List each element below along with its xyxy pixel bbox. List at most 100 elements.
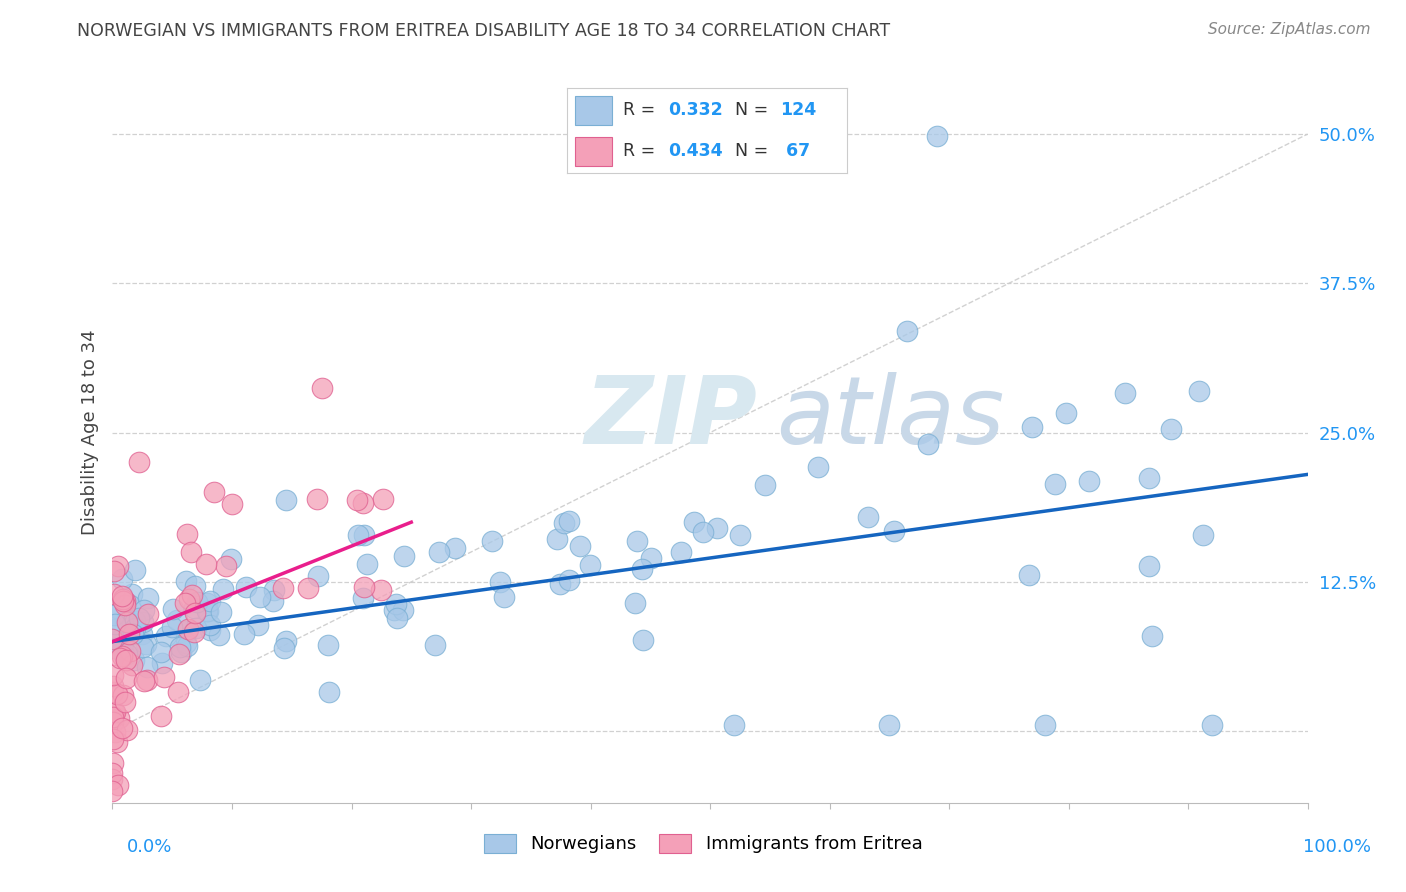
Point [107,559,129,574]
Point [492,590,515,604]
Point [387,611,409,625]
Point [155,629,177,643]
Point [444,541,467,556]
Point [111,592,134,607]
Point [728,528,751,542]
Point [115,671,138,685]
Point [176,640,198,654]
Point [195,604,218,618]
Point [114,695,136,709]
Point [879,718,901,732]
Point [347,527,370,541]
Point [176,527,198,541]
Point [271,582,294,596]
Point [101,632,124,646]
Point [131,626,153,640]
Point [135,659,157,673]
Point [1078,474,1101,488]
Point [108,650,131,665]
Point [198,618,221,632]
Point [1021,419,1043,434]
Point [122,627,145,641]
Point [706,521,728,535]
Point [103,587,125,601]
Point [183,601,205,615]
Point [153,670,176,684]
Point [105,734,128,748]
Point [352,591,374,606]
Point [1201,718,1223,732]
Point [184,579,207,593]
Point [353,581,375,595]
Point [546,533,568,547]
Point [122,653,145,667]
Point [118,644,141,658]
Point [373,492,395,507]
Point [124,563,146,577]
Point [188,673,211,687]
Point [385,597,408,611]
Point [370,583,392,598]
Point [108,633,131,648]
Point [174,636,197,650]
Point [101,685,124,699]
Point [579,558,602,572]
Point [162,601,184,615]
Point [103,710,125,724]
Point [128,455,150,469]
Point [233,627,256,641]
Point [150,656,173,670]
Point [274,492,297,507]
Point [101,714,124,729]
Point [104,706,127,720]
Point [382,602,405,616]
Point [177,622,200,636]
Text: Source: ZipAtlas.com: Source: ZipAtlas.com [1208,22,1371,37]
Point [117,615,139,629]
Point [101,679,124,693]
Point [212,582,235,597]
Point [166,613,188,627]
Point [316,638,339,652]
Point [105,688,128,702]
Point [104,616,127,631]
Point [1142,629,1164,643]
Point [184,607,207,621]
Point [1192,528,1215,542]
Point [115,615,138,629]
Point [807,460,830,475]
Point [1018,568,1040,582]
Point [1188,384,1211,398]
Point [423,638,446,652]
Point [101,668,124,682]
Point [353,528,375,542]
Point [111,589,134,603]
Point [392,603,415,617]
Point [114,653,136,667]
Point [169,640,191,654]
Point [111,572,134,586]
Point [124,614,146,628]
Point [754,478,776,492]
Point [274,633,297,648]
Point [108,711,131,725]
Point [180,588,202,602]
Point [180,545,202,559]
Point [136,673,159,687]
Point [273,640,295,655]
Point [249,590,271,604]
Point [114,594,136,608]
Text: 0.0%: 0.0% [127,838,172,856]
Point [132,615,155,630]
Point [215,558,238,573]
Point [121,618,143,632]
Point [624,596,647,610]
Point [558,514,581,528]
Point [174,595,197,609]
Point [117,723,139,738]
Point [631,632,654,647]
Point [104,640,127,655]
Point [692,524,714,539]
Point [136,591,159,606]
Point [640,551,662,566]
